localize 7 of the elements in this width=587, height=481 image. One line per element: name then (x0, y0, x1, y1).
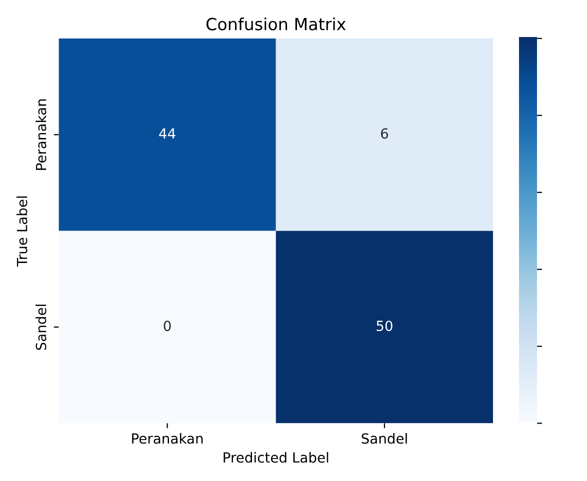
data-label: 0 (164, 320, 171, 332)
data-label: 6 (381, 128, 388, 139)
y-axis-title: True Label (16, 196, 28, 267)
data-label: 50 (376, 320, 392, 332)
data-label: 44 (159, 128, 176, 139)
chart-title: Confusion Matrix (206, 17, 346, 30)
x-axis-title: Predicted Label (224, 452, 328, 463)
